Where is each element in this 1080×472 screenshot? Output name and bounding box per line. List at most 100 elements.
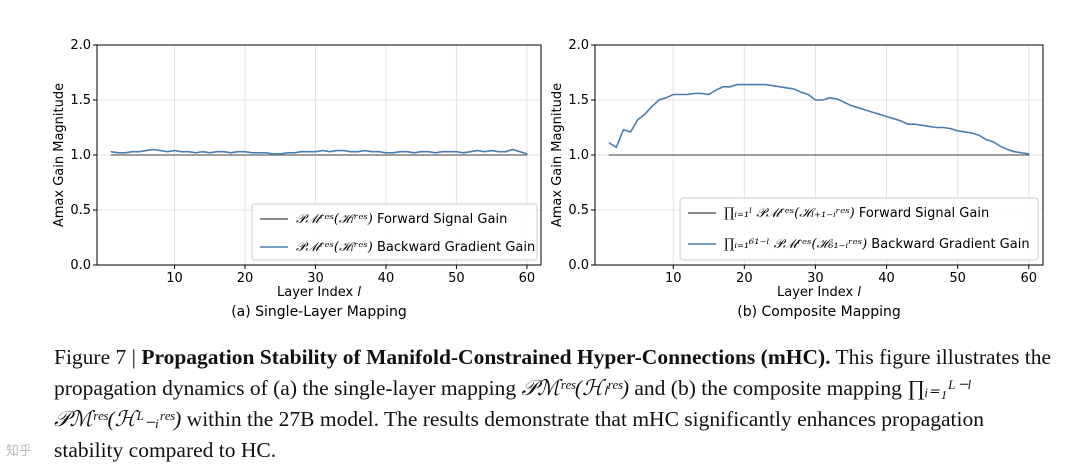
data-point-backward — [900, 120, 902, 122]
data-point-backward — [385, 152, 387, 154]
data-point-backward — [836, 98, 838, 100]
data-point-backward — [399, 151, 401, 153]
data-point-backward — [864, 109, 866, 111]
chart-panel-b: 10 20 30 40 50 60 0.0 0.5 1.0 1.5 2.0 Layer Index l… — [550, 38, 1044, 320]
data-point-backward — [328, 151, 331, 153]
figure: 10 20 30 40 50 60 0.0 0.5 1.0 1.5 2.0 Layer Index l… — [52, 38, 1044, 320]
figure-caption: Figure 7 | Propagation Stability of Mani… — [54, 342, 1054, 466]
data-point-backward — [672, 93, 674, 96]
data-point-backward — [765, 84, 767, 86]
data-point-backward — [265, 152, 267, 154]
data-point-backward — [608, 142, 610, 144]
data-point-backward — [434, 152, 436, 154]
data-point-backward — [145, 150, 147, 152]
data-point-backward — [378, 151, 380, 153]
data-point-backward — [476, 150, 479, 152]
data-point-backward — [921, 124, 923, 126]
x-tick-label: 60 — [519, 271, 536, 286]
caption-math-1: 𝒫ℳʳᵉˢ(ℋₗʳᵉˢ) — [521, 376, 630, 400]
data-point-backward — [336, 150, 338, 152]
data-point-backward — [152, 148, 154, 151]
chart-panel-a: 10 20 30 40 50 60 0.0 0.5 1.0 1.5 2.0 Layer Index l… — [52, 38, 542, 320]
y-tick-label: 1.0 — [568, 148, 589, 163]
data-point-backward — [779, 86, 781, 88]
data-point-backward — [427, 151, 429, 153]
data-point-backward — [637, 119, 639, 121]
data-point-backward — [949, 128, 952, 130]
data-point-backward — [286, 152, 288, 154]
y-tick-label: 1.5 — [568, 93, 589, 108]
caption-figure-label: Figure 7 | — [54, 345, 142, 369]
data-point-forward — [110, 154, 112, 156]
y-tick-label: 0.0 — [70, 258, 91, 273]
data-point-backward — [942, 126, 945, 129]
data-point-backward — [188, 151, 190, 153]
y-tick-label: 0.0 — [568, 258, 589, 273]
x-tick-label: 20 — [736, 271, 753, 286]
data-point-backward — [708, 93, 710, 96]
data-point-backward — [371, 151, 373, 153]
data-point-backward — [420, 151, 422, 153]
data-point-backward — [364, 150, 366, 152]
chart-subtitle: (a) Single-Layer Mapping — [231, 304, 407, 320]
legend-entry-label: 𝒫ℳʳᵉˢ(ℋₗʳᵉˢ) Forward Signal Gain — [296, 212, 507, 227]
data-point-backward — [173, 150, 176, 152]
data-point-backward — [166, 151, 169, 153]
data-point-backward — [658, 99, 660, 101]
data-point-backward — [1021, 152, 1023, 154]
data-point-backward — [519, 151, 521, 153]
data-point-backward — [629, 131, 632, 133]
data-point-backward — [971, 132, 973, 134]
data-point-backward — [258, 152, 260, 154]
x-tick-label: 50 — [448, 271, 465, 286]
data-point-backward — [498, 151, 500, 153]
data-point-backward — [512, 148, 514, 151]
legend: ∏ᵢ₌₁ˡ 𝒫ℳʳᵉˢ(ℋₗ₊₁₋ᵢʳᵉˢ) Forward Signal Ga… — [679, 197, 1039, 261]
series-line-backward — [110, 148, 528, 155]
chart-subtitle: (b) Composite Mapping — [737, 304, 901, 320]
data-point-backward — [237, 151, 239, 153]
y-tick-label: 0.5 — [70, 203, 91, 218]
data-point-backward — [957, 130, 959, 132]
data-point-backward — [935, 126, 937, 129]
y-tick-label: 1.5 — [70, 93, 91, 108]
caption-text-1: This figure illustrates the propagation … — [54, 345, 1052, 400]
data-point-backward — [251, 152, 253, 154]
data-point-backward — [622, 129, 625, 131]
x-tick-label: 40 — [878, 271, 895, 286]
data-point-backward — [117, 152, 119, 154]
data-point-backward — [230, 152, 232, 154]
data-point-backward — [441, 151, 443, 153]
data-point-backward — [964, 131, 966, 133]
data-point-backward — [615, 146, 617, 148]
data-point-backward — [244, 151, 246, 153]
data-point-backward — [843, 101, 845, 103]
data-point-backward — [914, 123, 916, 125]
legend: 𝒫ℳʳᵉˢ(ℋₗʳᵉˢ) Forward Signal Gain 𝒫ℳʳᵉˢ(ℋₗ… — [251, 203, 538, 261]
y-tick-label: 2.0 — [70, 38, 91, 53]
data-point-backward — [878, 113, 881, 115]
data-point-backward — [484, 151, 486, 153]
data-point-backward — [772, 85, 774, 87]
data-point-backward — [314, 151, 317, 153]
data-point-backward — [750, 84, 753, 86]
y-axis-label: Amax Gain Magnitude — [550, 83, 565, 227]
data-point-forward — [1028, 154, 1030, 156]
legend-entry-label: ∏ᵢ₌₁⁶¹⁻ˡ 𝒫ℳʳᵉˢ(ℋ₆₁₋ᵢʳᵉˢ) Backward Gradie… — [724, 237, 1030, 252]
data-point-backward — [350, 151, 352, 153]
data-point-backward — [786, 87, 788, 89]
data-point-backward — [800, 91, 802, 93]
legend-box — [679, 197, 1039, 261]
data-point-backward — [757, 84, 760, 86]
data-point-backward — [293, 152, 295, 154]
data-point-backward — [209, 152, 211, 154]
data-point-backward — [321, 150, 324, 152]
data-point-backward — [999, 145, 1001, 147]
data-point-backward — [110, 151, 112, 153]
data-point-backward — [736, 84, 738, 86]
x-tick-label: 50 — [949, 271, 966, 286]
x-tick-label: 30 — [807, 271, 824, 286]
x-tick-label: 10 — [166, 271, 183, 286]
legend-entry-label: 𝒫ℳʳᵉˢ(ℋₗʳᵉˢ) Backward Gradient Gain — [296, 240, 535, 255]
data-point-backward — [124, 152, 126, 154]
